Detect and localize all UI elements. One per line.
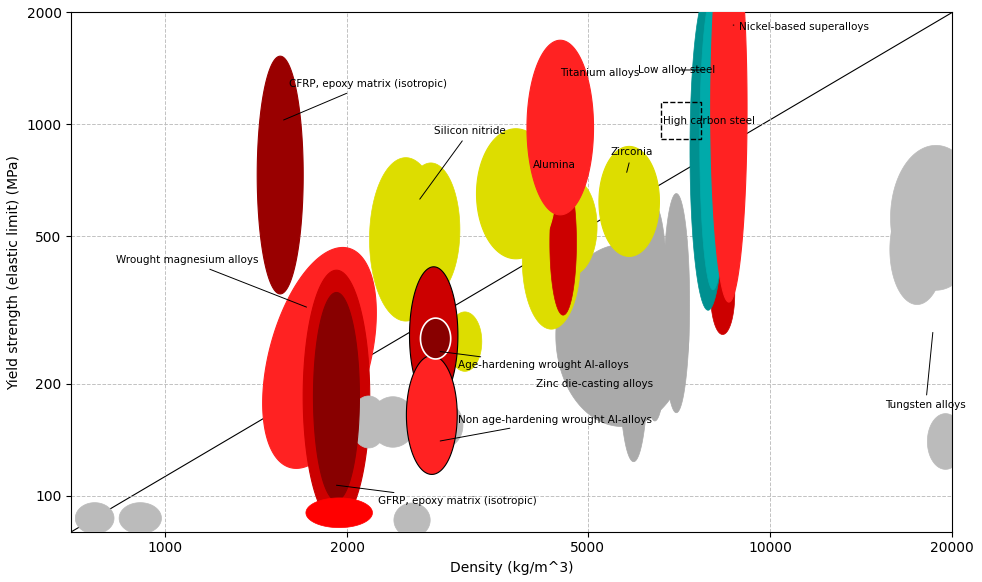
Polygon shape bbox=[663, 194, 689, 413]
Text: Alumina: Alumina bbox=[532, 161, 575, 171]
Polygon shape bbox=[711, 0, 747, 302]
X-axis label: Density (kg/m^3): Density (kg/m^3) bbox=[450, 561, 573, 575]
Text: Wrought magnesium alloys: Wrought magnesium alloys bbox=[116, 255, 306, 307]
Text: High carbon steel: High carbon steel bbox=[663, 116, 755, 126]
Text: Non age-hardening wrought Al-alloys: Non age-hardening wrought Al-alloys bbox=[440, 415, 652, 441]
Polygon shape bbox=[550, 171, 576, 315]
Polygon shape bbox=[262, 247, 376, 469]
Polygon shape bbox=[700, 0, 727, 290]
Polygon shape bbox=[409, 267, 458, 404]
Polygon shape bbox=[76, 503, 114, 534]
Polygon shape bbox=[690, 0, 727, 310]
Text: Silicon nitride: Silicon nitride bbox=[419, 126, 506, 199]
Polygon shape bbox=[891, 146, 981, 290]
Polygon shape bbox=[927, 414, 963, 469]
Polygon shape bbox=[527, 40, 593, 215]
Text: Titanium alloys: Titanium alloys bbox=[561, 69, 639, 79]
Polygon shape bbox=[394, 503, 430, 537]
Polygon shape bbox=[370, 397, 415, 447]
Polygon shape bbox=[257, 56, 303, 294]
Polygon shape bbox=[556, 244, 689, 427]
Text: CFRP, epoxy matrix (isotropic): CFRP, epoxy matrix (isotropic) bbox=[284, 80, 447, 120]
Text: Age-hardening wrought Al-alloys: Age-hardening wrought Al-alloys bbox=[440, 352, 628, 370]
Polygon shape bbox=[407, 356, 458, 474]
Text: Zinc die-casting alloys: Zinc die-casting alloys bbox=[536, 379, 653, 389]
Text: GFRP, epoxy matrix (isotropic): GFRP, epoxy matrix (isotropic) bbox=[337, 485, 537, 506]
Polygon shape bbox=[522, 191, 580, 329]
Text: Low alloy steel: Low alloy steel bbox=[638, 65, 715, 75]
Text: Nickel-based superalloys: Nickel-based superalloys bbox=[734, 22, 869, 32]
Polygon shape bbox=[641, 205, 668, 421]
Y-axis label: Yield strength (elastic limit) (MPa): Yield strength (elastic limit) (MPa) bbox=[7, 155, 21, 389]
Polygon shape bbox=[420, 318, 451, 359]
Polygon shape bbox=[448, 312, 482, 371]
Polygon shape bbox=[619, 261, 648, 462]
Text: Tungsten alloys: Tungsten alloys bbox=[885, 332, 966, 410]
Polygon shape bbox=[711, 253, 735, 335]
Text: Zirconia: Zirconia bbox=[611, 147, 653, 172]
Polygon shape bbox=[351, 396, 387, 448]
Polygon shape bbox=[546, 179, 597, 275]
Polygon shape bbox=[599, 147, 660, 257]
Polygon shape bbox=[402, 163, 460, 297]
Polygon shape bbox=[426, 403, 463, 448]
Polygon shape bbox=[303, 270, 370, 523]
Polygon shape bbox=[890, 194, 945, 304]
Polygon shape bbox=[313, 293, 359, 501]
Polygon shape bbox=[476, 129, 555, 259]
Polygon shape bbox=[306, 498, 372, 528]
Polygon shape bbox=[369, 158, 442, 321]
Polygon shape bbox=[119, 503, 161, 534]
